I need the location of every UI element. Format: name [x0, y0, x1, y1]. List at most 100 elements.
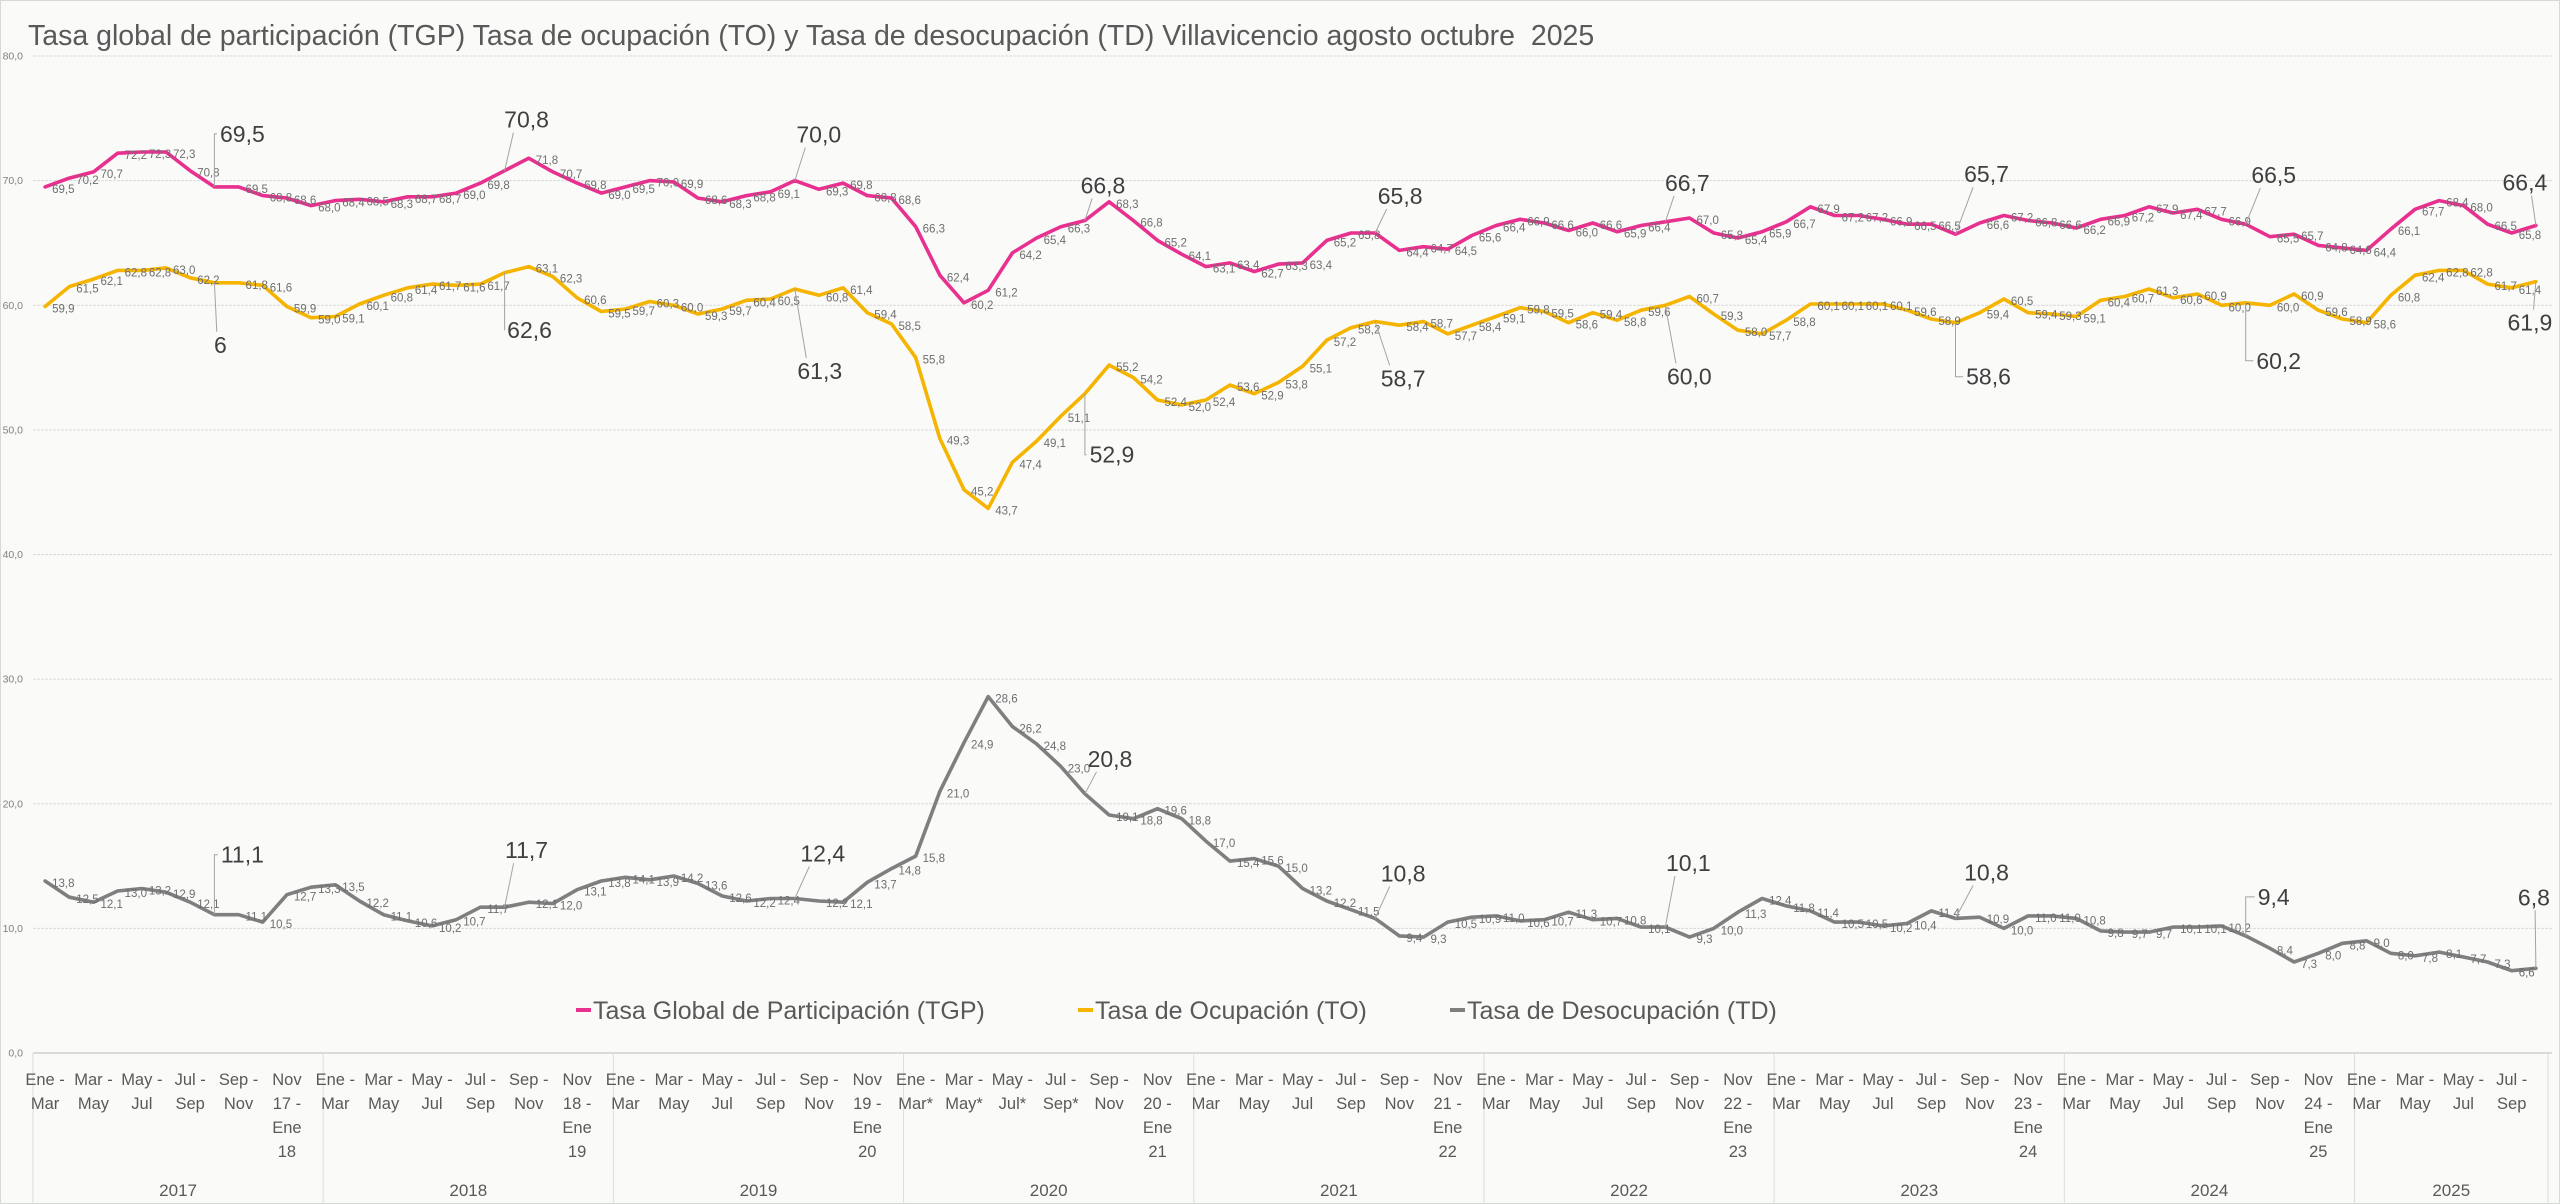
- td-data-label: 12,6: [729, 893, 751, 905]
- to-data-label: 58,8: [1624, 317, 1646, 329]
- x-tick-label: Sep - Nov: [1960, 1071, 1999, 1113]
- x-tick-label-line: Jul*: [999, 1095, 1027, 1113]
- td-series-line[interactable]: [43, 694, 2538, 973]
- td-data-label: 13,2: [1310, 885, 1332, 897]
- to-data-label: 60,7: [1697, 294, 1719, 306]
- y-tick-label: 70,0: [3, 175, 24, 187]
- x-tick-label-line: Nov: [2255, 1095, 2285, 1113]
- x-tick-label-line: Sep: [2207, 1095, 2236, 1113]
- to-data-label: 61,6: [463, 282, 485, 294]
- td-data-label: 10,8: [1624, 915, 1646, 927]
- tgp-data-label: 66,6: [1600, 220, 1622, 232]
- x-tick-label-line: Ene: [2304, 1119, 2333, 1137]
- tgp-data-label: 66,9: [1527, 216, 1549, 228]
- to-data-label: 53,6: [1237, 382, 1259, 394]
- x-tick-label-line: Sep: [176, 1095, 205, 1113]
- tgp-data-label: 69,3: [826, 186, 848, 198]
- tgp-data-label: 64,4: [1406, 247, 1429, 259]
- x-tick-label: Nov 18 - Ene 19: [562, 1071, 592, 1161]
- x-tick-label-line: Nov: [1433, 1071, 1463, 1089]
- tgp-data-label: 68,3: [1116, 199, 1138, 211]
- tgp-callout-label: 66,8: [1081, 173, 1126, 199]
- x-tick-label: Ene - Mar: [606, 1071, 645, 1113]
- td-data-label: 11,1: [246, 912, 268, 924]
- to-callout-label: 60,0: [1667, 363, 1712, 389]
- x-tick-label: May - Jul: [2153, 1071, 2194, 1113]
- to-data-label: 60,8: [391, 292, 413, 304]
- to-series-line[interactable]: [43, 264, 2538, 511]
- td-callout-leader-line: [2534, 910, 2537, 969]
- tgp-data-label: 68,8: [753, 193, 775, 205]
- tgp-data-label: 68,6: [898, 195, 920, 207]
- x-tick-label: May - Jul: [2443, 1071, 2484, 1113]
- legend: Tasa Global de Participación (TGP) Tasa …: [576, 997, 1777, 1025]
- td-data-label: 11,0: [2059, 913, 2081, 925]
- x-tick-label-line: Nov: [804, 1095, 834, 1113]
- x-tick-label: Mar - May: [1235, 1071, 1274, 1113]
- to-data-label: 62,2: [197, 275, 219, 287]
- tgp-data-label: 70,8: [197, 168, 219, 180]
- tgp-data-label: 65,2: [1334, 237, 1356, 249]
- x-tick-label-line: Nov: [853, 1071, 883, 1089]
- x-tick-label: Nov 19 - Ene 20: [853, 1071, 883, 1161]
- to-data-label: 59,1: [342, 313, 364, 325]
- to-data-label: 58,6: [2374, 320, 2396, 332]
- tgp-data-label: 68,7: [439, 194, 461, 206]
- td-data-label: 12,7: [294, 892, 316, 904]
- x-tick-label-line: May: [1529, 1095, 1561, 1113]
- td-data-label: 11,4: [1817, 908, 1839, 920]
- tgp-series-line[interactable]: [43, 150, 2538, 305]
- x-tick-label: Sep - Nov: [219, 1071, 258, 1113]
- to-data-label: 60,1: [1866, 301, 1888, 313]
- td-callout-leader-line: [1664, 876, 1676, 928]
- x-tick-label-line: Mar -: [1525, 1071, 1564, 1089]
- x-tick-label-line: Sep: [1917, 1095, 1946, 1113]
- tgp-data-label: 63,4: [1237, 260, 1260, 272]
- td-data-label: 12,1: [197, 899, 219, 911]
- td-data-label: 11,4: [1938, 908, 1960, 920]
- x-tick-label-line: Mar: [1482, 1095, 1511, 1113]
- x-tick-label-line: Jul: [1582, 1095, 1603, 1113]
- td-callout-leader-line: [1374, 886, 1391, 919]
- x-tick-label: Mar - May: [74, 1071, 113, 1113]
- tgp-data-label: 67,9: [2156, 204, 2178, 216]
- td-data-label: 18,8: [1189, 816, 1211, 828]
- to-data-label: 60,1: [1817, 301, 1839, 313]
- td-data-label: 23,0: [1068, 763, 1090, 775]
- td-data-label: 14,8: [898, 866, 920, 878]
- td-data-label: 12,2: [366, 898, 388, 910]
- to-data-label: 58,9: [1938, 316, 1960, 328]
- legend-item-tgp[interactable]: Tasa Global de Participación (TGP): [576, 997, 985, 1025]
- x-tick-label: Sep - Nov: [2250, 1071, 2289, 1113]
- to-data-label: 58,5: [898, 321, 920, 333]
- tgp-data-label: 65,5: [2277, 234, 2299, 246]
- td-callout-label: 20,8: [1088, 746, 1133, 772]
- td-callout-label: 6,8: [2518, 884, 2550, 910]
- x-tick-label: Nov 22 - Ene 23: [1723, 1071, 1753, 1161]
- to-data-label: 59,9: [294, 303, 316, 315]
- x-tick-label: Jul - Sep: [1916, 1071, 1947, 1113]
- tgp-data-label: 66,8: [2035, 218, 2057, 230]
- tgp-callout-leader-line: [504, 132, 514, 171]
- x-tick-label-line: 23: [1729, 1143, 1747, 1161]
- legend-item-td[interactable]: Tasa de Desocupación (TD): [1450, 997, 1777, 1025]
- x-tick-label: Ene - Mar: [316, 1071, 355, 1113]
- series-lines: [43, 150, 2538, 973]
- to-data-label: 60,6: [2180, 295, 2202, 307]
- to-data-label: 49,3: [947, 436, 969, 448]
- tgp-data-label: 65,8: [1358, 230, 1380, 242]
- td-data-label: 10,0: [1721, 925, 1743, 937]
- legend-item-to[interactable]: Tasa de Ocupación (TO): [1078, 997, 1367, 1025]
- x-tick-label-line: May*: [945, 1095, 983, 1113]
- x-tick-label: Ene - Mar*: [896, 1071, 935, 1113]
- x-tick-label-line: May: [368, 1095, 400, 1113]
- x-tick-label-line: Jul: [712, 1095, 733, 1113]
- tgp-data-label: 64,7: [1431, 244, 1453, 256]
- td-data-label: 28,6: [995, 694, 1017, 706]
- td-data-label: 9,4: [1406, 933, 1423, 945]
- td-data-label: 24,9: [971, 740, 993, 752]
- tgp-data-label: 67,7: [2422, 206, 2444, 218]
- chart-title: Tasa global de participación (TGP) Tasa …: [28, 20, 1594, 52]
- x-tick-label-line: Mar -: [1235, 1071, 1274, 1089]
- to-data-label: 59,4: [1600, 310, 1623, 322]
